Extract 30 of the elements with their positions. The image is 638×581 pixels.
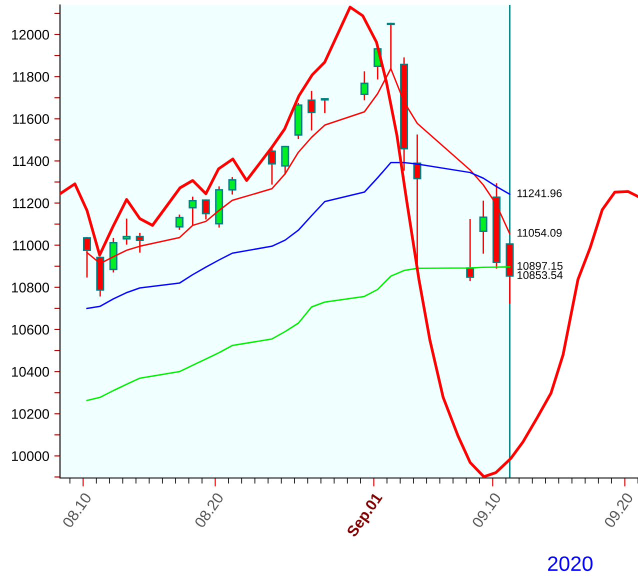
candlestick <box>122 218 131 245</box>
y-tick-label: 11800 <box>13 72 50 82</box>
candlestick <box>136 232 144 253</box>
y-tick-label: 11400 <box>13 156 50 166</box>
candlestick <box>479 200 488 254</box>
y-tick-label: 10800 <box>12 282 50 292</box>
candlestick <box>268 148 276 185</box>
candlestick <box>202 199 210 220</box>
candlestick <box>466 219 474 282</box>
text: 2020 <box>548 556 593 572</box>
candlestick <box>228 177 236 194</box>
candlestick <box>281 146 290 174</box>
y-tick-label: 12000 <box>12 30 50 40</box>
annotation: 10853.54 <box>518 271 563 280</box>
y-tick-label: 11000 <box>13 240 50 250</box>
y-tick-label: 10000 <box>12 451 50 462</box>
y-tick-label: 10600 <box>12 324 50 335</box>
y-tick-label: 11200 <box>13 198 50 208</box>
candlestick <box>320 98 329 114</box>
y-tick-label: 10200 <box>12 409 50 419</box>
y-tick-label: 11600 <box>13 114 50 124</box>
line-series <box>86 162 510 310</box>
annotation: 11241.96 <box>518 189 562 198</box>
candlestick <box>308 90 316 130</box>
candlestick <box>360 71 368 100</box>
candlestick <box>175 214 184 230</box>
y-tick-label: 10400 <box>12 366 50 377</box>
annotation: 10897.15 <box>518 262 563 270</box>
candlestick <box>188 196 197 226</box>
annotation: 11054.09 <box>518 228 562 237</box>
